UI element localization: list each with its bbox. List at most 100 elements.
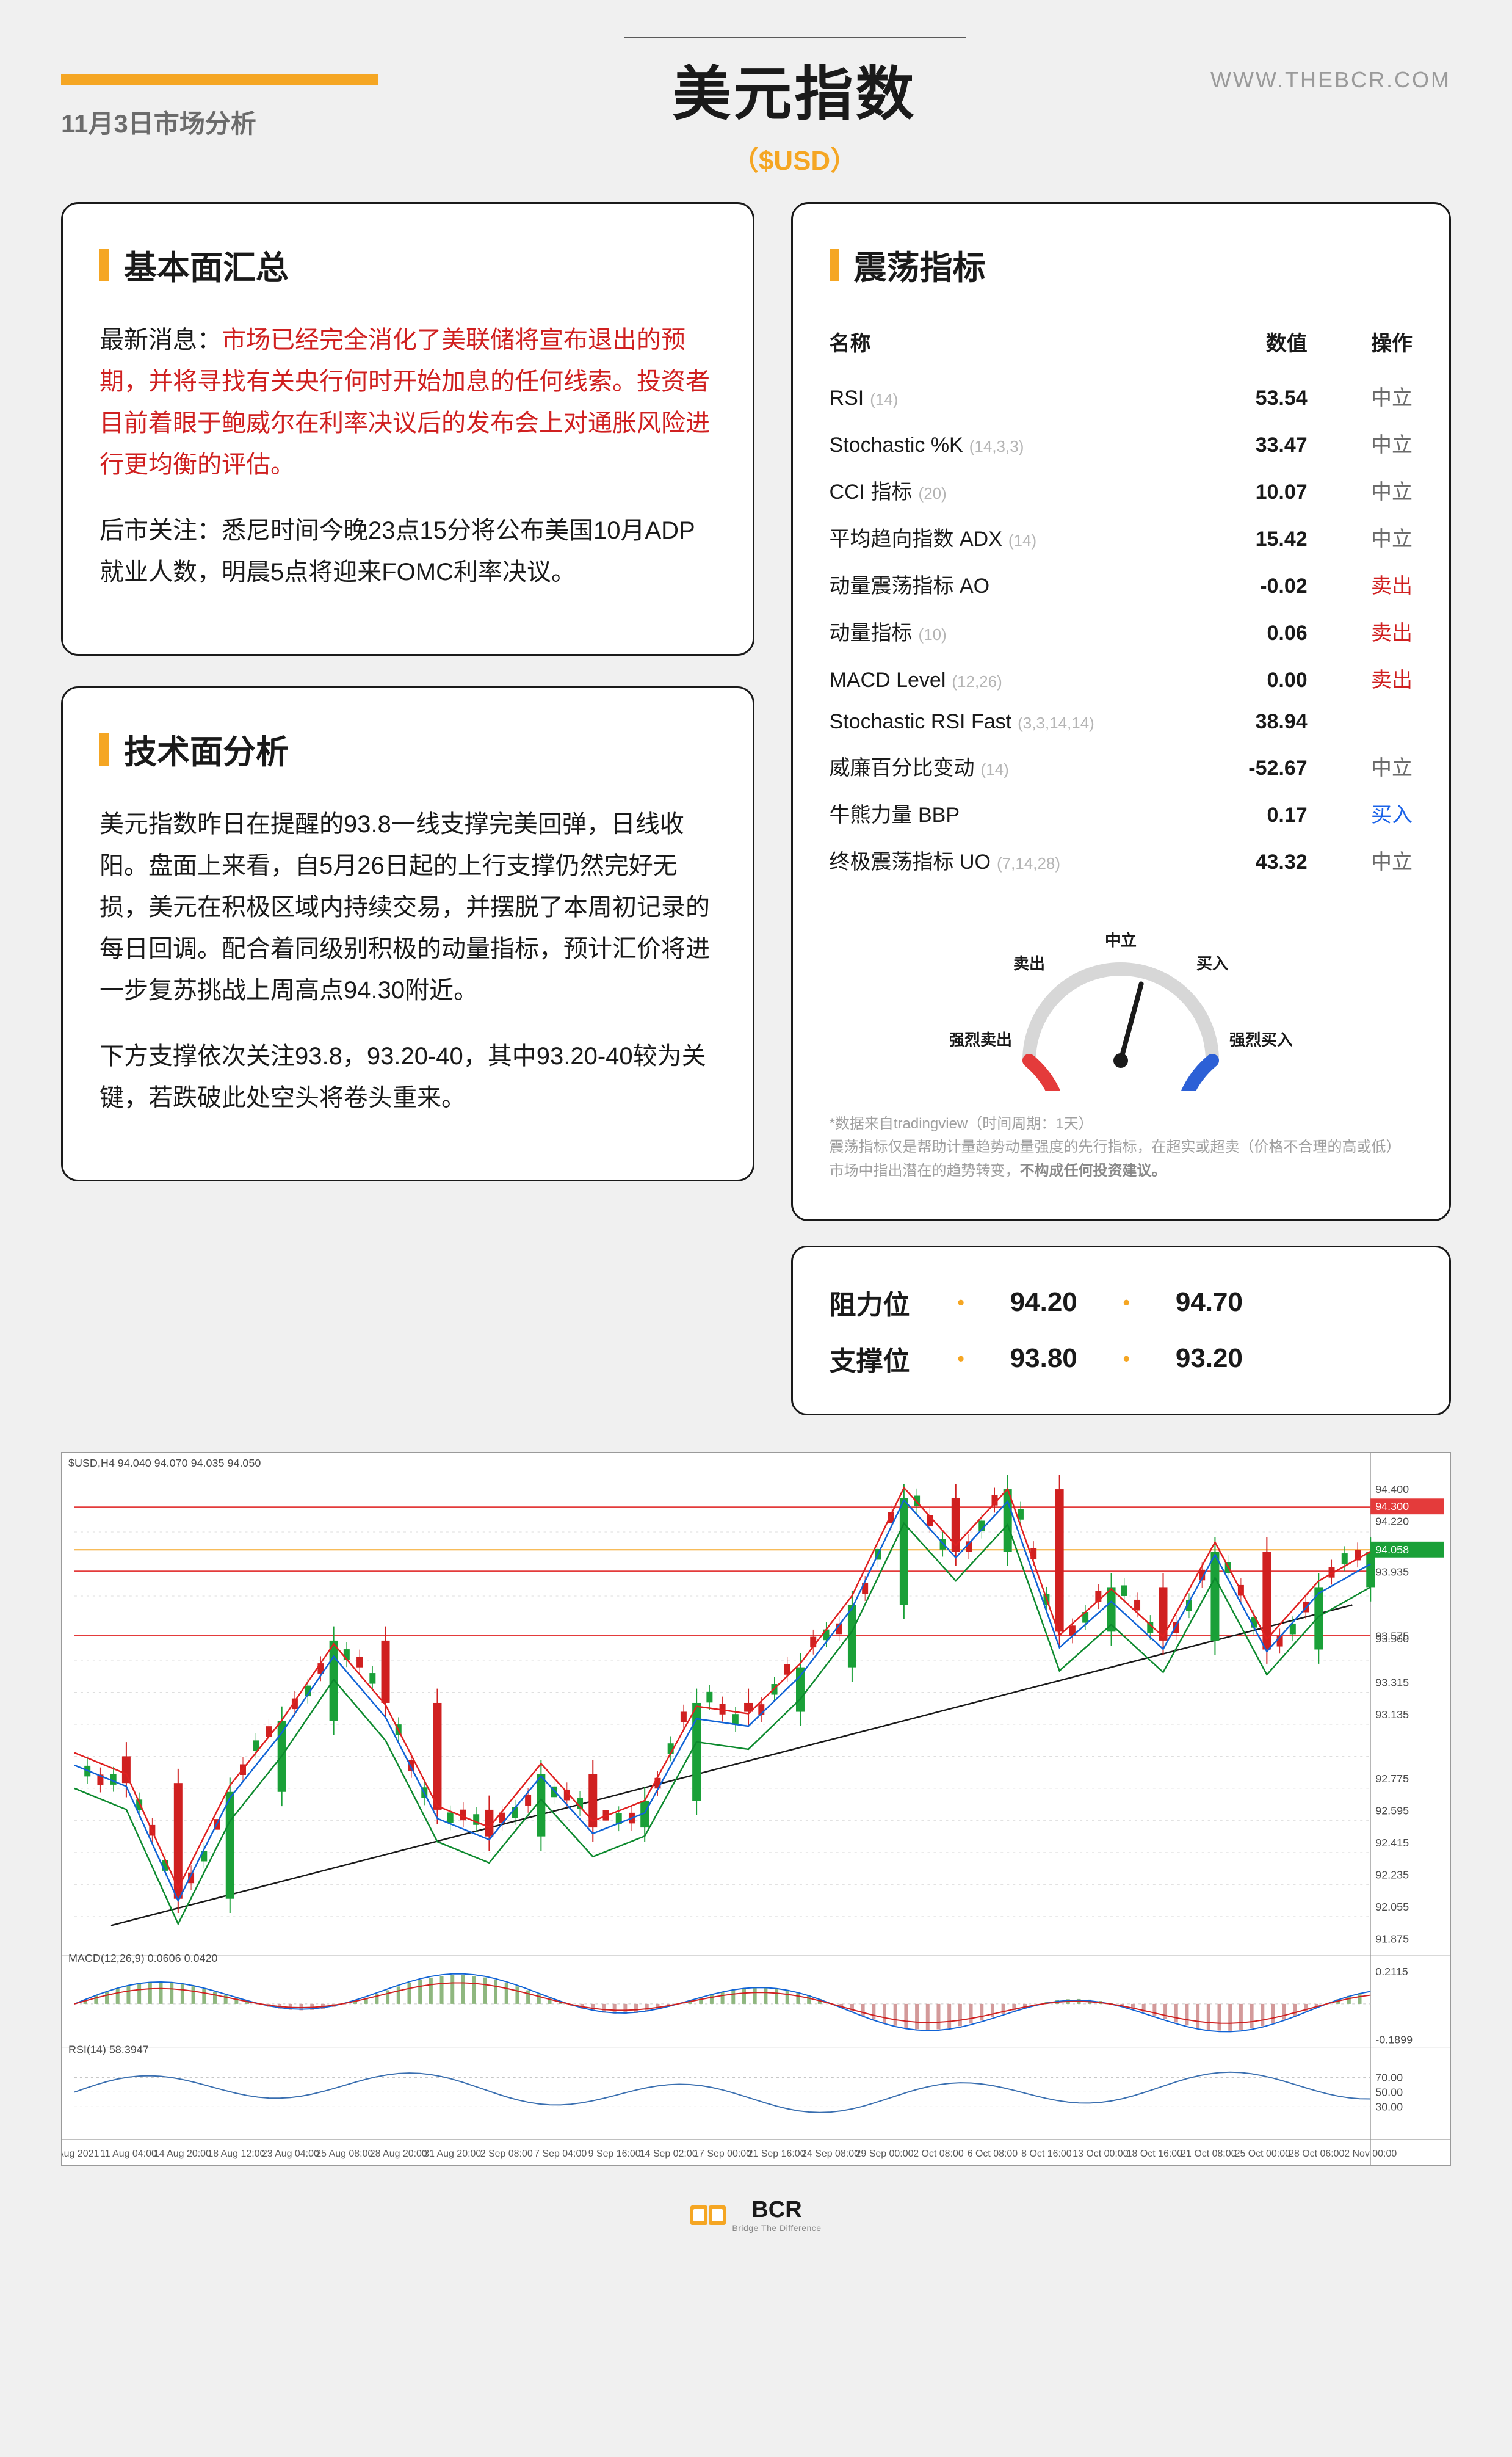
osc-action: 卖出 (1308, 569, 1413, 599)
fundamentals-card: 基本面汇总 最新消息：市场已经完全消化了美联储将宣布退出的预期，并将寻找有关央行… (61, 202, 754, 656)
chart-svg: $USD,H4 94.040 94.070 94.035 94.05094.30… (62, 1453, 1450, 2165)
osc-name: RSI(14) (830, 387, 1174, 410)
osc-value: 15.42 (1173, 528, 1307, 551)
title-marker-icon (99, 249, 109, 281)
svg-text:93.135: 93.135 (1375, 1708, 1409, 1721)
svg-text:9 Sep 16:00: 9 Sep 16:00 (588, 2149, 641, 2159)
svg-text:70.00: 70.00 (1375, 2072, 1403, 2084)
svg-text:18 Oct 16:00: 18 Oct 16:00 (1127, 2149, 1182, 2159)
svg-text:MACD(12,26,9) 0.0606 0.0420: MACD(12,26,9) 0.0606 0.0420 (68, 1952, 218, 1964)
oscillator-row: Stochastic RSI Fast(3,3,14,14)38.94 (830, 702, 1413, 742)
gauge: 中立卖出买入强烈卖出强烈买入 (830, 908, 1413, 1094)
svg-text:28 Oct 06:00: 28 Oct 06:00 (1289, 2149, 1344, 2159)
bullet-icon: • (958, 1291, 964, 1314)
gauge-disclaimer: *数据来自tradingview（时间周期：1天） 震荡指标仅是帮助计量趋势动量… (830, 1112, 1413, 1183)
col-name: 名称 (830, 327, 1174, 357)
svg-text:18 Aug 12:00: 18 Aug 12:00 (208, 2149, 265, 2159)
oscillator-row: 终极震荡指标 UO(7,14,28)43.32中立 (830, 837, 1413, 884)
left-column: 基本面汇总 最新消息：市场已经完全消化了美联储将宣布退出的预期，并将寻找有关央行… (61, 202, 754, 1415)
osc-action: 中立 (1308, 381, 1413, 411)
technical-title: 技术面分析 (99, 725, 716, 773)
svg-text:强烈卖出: 强烈卖出 (950, 1031, 1012, 1049)
oscillator-row: MACD Level(12,26)0.00卖出 (830, 655, 1413, 702)
svg-text:2 Oct 08:00: 2 Oct 08:00 (913, 2149, 964, 2159)
svg-text:92.235: 92.235 (1375, 1869, 1409, 1881)
osc-name: Stochastic %K(14,3,3) (830, 434, 1174, 457)
svg-text:25 Oct 00:00: 25 Oct 00:00 (1235, 2149, 1290, 2159)
svg-text:92.595: 92.595 (1375, 1805, 1409, 1817)
osc-value: 53.54 (1173, 387, 1307, 410)
svg-text:25 Aug 08:00: 25 Aug 08:00 (316, 2149, 373, 2159)
header-left: 11月3日市场分析 (61, 74, 378, 140)
right-column: 震荡指标 名称 数值 操作 RSI(14)53.54中立Stochastic %… (791, 202, 1451, 1415)
fundamentals-title-text: 基本面汇总 (124, 241, 289, 289)
technical-p1: 美元指数昨日在提醒的93.8一线支撑完美回弹，日线收阳。盘面上来看，自5月26日… (99, 804, 716, 1011)
osc-value: 38.94 (1173, 710, 1307, 734)
svg-text:94.300: 94.300 (1375, 1500, 1409, 1512)
svg-text:7 Sep 04:00: 7 Sep 04:00 (534, 2149, 587, 2159)
title-marker-icon (99, 733, 109, 766)
title-rule-top (624, 37, 966, 38)
oscillator-row: CCI 指标(20)10.07中立 (830, 466, 1413, 514)
osc-name: MACD Level(12,26) (830, 669, 1174, 692)
osc-param: (14) (1008, 531, 1036, 550)
oscillator-row: Stochastic %K(14,3,3)33.47中立 (830, 419, 1413, 466)
analysis-date: 11月3日市场分析 (61, 103, 256, 140)
svg-text:91.875: 91.875 (1375, 1933, 1409, 1945)
oscillators-title-text: 震荡指标 (854, 241, 986, 289)
svg-text:23 Aug 04:00: 23 Aug 04:00 (262, 2149, 319, 2159)
svg-text:93.560: 93.560 (1375, 1633, 1409, 1645)
osc-action: 中立 (1308, 845, 1413, 875)
osc-param: (14) (870, 390, 898, 408)
oscillator-row: 动量震荡指标 AO-0.02卖出 (830, 561, 1413, 608)
osc-param: (14,3,3) (969, 437, 1024, 455)
svg-text:93.935: 93.935 (1375, 1566, 1409, 1578)
svg-text:2 Sep 08:00: 2 Sep 08:00 (480, 2149, 533, 2159)
osc-value: 43.32 (1173, 851, 1307, 874)
oscillators-card: 震荡指标 名称 数值 操作 RSI(14)53.54中立Stochastic %… (791, 202, 1451, 1221)
oscillator-row: 牛熊力量 BBP0.17买入 (830, 789, 1413, 837)
gauge-svg: 中立卖出买入强烈卖出强烈买入 (950, 908, 1292, 1091)
svg-text:29 Sep 00:00: 29 Sep 00:00 (856, 2149, 914, 2159)
osc-value: 0.00 (1173, 669, 1307, 692)
osc-action: 中立 (1308, 522, 1413, 552)
bullet-icon: • (958, 1348, 964, 1370)
oscillators-table: 名称 数值 操作 RSI(14)53.54中立Stochastic %K(14,… (830, 319, 1413, 884)
support-label: 支撑位 (830, 1339, 939, 1378)
osc-name: CCI 指标(20) (830, 475, 1174, 505)
disclaimer-line-1: *数据来自tradingview（时间周期：1天） (830, 1112, 1413, 1136)
resistance-2: 94.70 (1148, 1287, 1270, 1318)
osc-param: (10) (919, 625, 947, 644)
osc-value: 10.07 (1173, 481, 1307, 504)
svg-text:21 Oct 08:00: 21 Oct 08:00 (1181, 2149, 1236, 2159)
svg-text:21 Sep 16:00: 21 Sep 16:00 (748, 2149, 806, 2159)
footer-tagline: Bridge The Difference (732, 2223, 821, 2233)
svg-text:13 Oct 00:00: 13 Oct 00:00 (1073, 2149, 1128, 2159)
svg-text:-0.1899: -0.1899 (1375, 2034, 1413, 2046)
osc-name: 平均趋向指数 ADX(14) (830, 522, 1174, 552)
osc-name: 威廉百分比变动(14) (830, 751, 1174, 781)
website-url: WWW.THEBCR.COM (1210, 67, 1451, 93)
oscillator-row: 威廉百分比变动(14)-52.67中立 (830, 742, 1413, 789)
col-action: 操作 (1308, 327, 1413, 357)
news-prefix: 最新消息： (99, 327, 222, 354)
svg-text:28 Aug 20:00: 28 Aug 20:00 (370, 2149, 427, 2159)
oscillators-title: 震荡指标 (830, 241, 1413, 289)
svg-text:6 Aug 2021: 6 Aug 2021 (62, 2149, 99, 2159)
osc-param: (7,14,28) (997, 854, 1060, 873)
footer: BCR Bridge The Difference (61, 2197, 1451, 2233)
svg-text:14 Sep 02:00: 14 Sep 02:00 (640, 2149, 698, 2159)
page-title: 美元指数 (378, 46, 1210, 131)
fundamentals-body: 最新消息：市场已经完全消化了美联储将宣布退出的预期，并将寻找有关央行何时开始加息… (99, 319, 716, 593)
svg-text:14 Aug 20:00: 14 Aug 20:00 (154, 2149, 211, 2159)
fundamentals-title: 基本面汇总 (99, 241, 716, 289)
osc-action: 中立 (1308, 428, 1413, 458)
content-grid: 基本面汇总 最新消息：市场已经完全消化了美联储将宣布退出的预期，并将寻找有关央行… (61, 202, 1451, 1415)
svg-text:94.220: 94.220 (1375, 1515, 1409, 1528)
osc-action: 买入 (1308, 798, 1413, 828)
svg-text:6 Oct 08:00: 6 Oct 08:00 (968, 2149, 1018, 2159)
osc-param: (20) (919, 484, 947, 503)
svg-text:卖出: 卖出 (1013, 954, 1045, 973)
svg-text:30.00: 30.00 (1375, 2100, 1403, 2113)
technical-card: 技术面分析 美元指数昨日在提醒的93.8一线支撑完美回弹，日线收阳。盘面上来看，… (61, 686, 754, 1181)
